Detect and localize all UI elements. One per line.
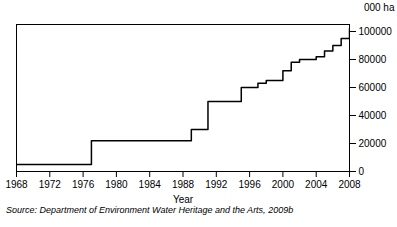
svg-text:000 ha: 000 ha (364, 2, 395, 13)
svg-text:1988: 1988 (172, 179, 195, 190)
svg-text:1984: 1984 (139, 179, 162, 190)
svg-text:Year: Year (173, 194, 194, 205)
svg-text:100000: 100000 (359, 26, 393, 37)
svg-text:60000: 60000 (359, 82, 387, 93)
svg-text:2008: 2008 (338, 179, 361, 190)
svg-text:1992: 1992 (205, 179, 228, 190)
svg-text:1976: 1976 (72, 179, 95, 190)
svg-text:2004: 2004 (305, 179, 328, 190)
svg-text:80000: 80000 (359, 54, 387, 65)
svg-text:1996: 1996 (238, 179, 261, 190)
svg-text:1980: 1980 (105, 179, 128, 190)
html-text:Source: Department of Environm: Source: Department of Environment Water … (6, 205, 294, 215)
svg-text:2000: 2000 (272, 179, 295, 190)
svg-text:1972: 1972 (39, 179, 62, 190)
svg-text:1968: 1968 (5, 179, 28, 190)
svg-text:40000: 40000 (359, 110, 387, 121)
svg-text:0: 0 (359, 166, 365, 177)
svg-text:20000: 20000 (359, 138, 387, 149)
